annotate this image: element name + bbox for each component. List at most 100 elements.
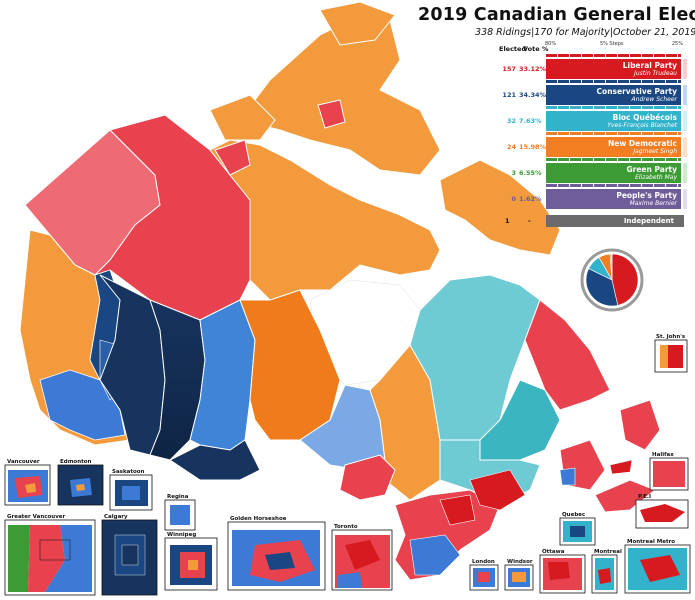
region-manitoba-south (169, 439, 261, 481)
party-bar: Liberal Party Justin Trudeau (546, 54, 687, 79)
party-bar: People's Party Maxime Bernier (546, 184, 687, 209)
region-small-island-red (214, 139, 251, 176)
party-color-swatch (683, 163, 687, 183)
inset-label-toronto: Toronto (334, 524, 358, 530)
region-so-blue (409, 534, 461, 576)
vote-ticks (546, 184, 681, 187)
region-ellesmere (319, 1, 396, 46)
inset-golden-horseshoe: Golden Horseshoe (227, 516, 326, 591)
inset-saskatoon: Saskatoon (109, 469, 153, 511)
inset-quebec: Quebec (559, 512, 596, 546)
scale-right-label: 25% (671, 41, 683, 47)
party-bar: Bloc Québécois Yves-François Blanchet (546, 106, 687, 131)
header-vote: Vote % (523, 45, 549, 53)
independent-vote: - (528, 217, 531, 225)
party-bar: New Democratic Jagmeet Singh (546, 132, 687, 157)
inset-label-saskatoon: Saskatoon (112, 469, 145, 475)
party-name: People's Party (616, 191, 677, 200)
page-subtitle: 338 Ridings|170 for Majority|October 21,… (475, 27, 695, 38)
party-seats: 121 (502, 91, 516, 99)
party-name: Bloc Québécois (612, 113, 677, 122)
inset-label-golden-horseshoe: Golden Horseshoe (230, 516, 287, 522)
region-nb-blue (559, 467, 576, 486)
party-bar: Green Party Elizabeth May (546, 158, 687, 183)
party-seats: 3 (511, 169, 516, 177)
inset-label-greater-vancouver: Greater Vancouver (7, 514, 66, 520)
inset-label-london: London (472, 559, 495, 565)
party-bar: Conservative Party Andrew Scheer (546, 80, 687, 105)
party-name: Liberal Party (622, 61, 677, 70)
party-color-swatch (683, 111, 687, 131)
region-labrador (524, 299, 611, 411)
party-leader: Maxime Bernier (629, 200, 677, 207)
pie-slice (611, 253, 639, 306)
region-nunavut (209, 139, 441, 301)
party-vote: 6.55% (519, 169, 542, 177)
region-island-red-2 (317, 99, 346, 129)
inset-label-calgary: Calgary (104, 514, 128, 520)
party-name: New Democratic (608, 139, 677, 148)
party-vote: 7.63% (519, 117, 542, 125)
independent-seats: 1 (505, 217, 510, 225)
inset-halifax: Halifax (649, 452, 689, 491)
party-color-swatch (683, 189, 687, 209)
inset-pei: P.E.I (635, 494, 689, 529)
party-leader: Jagmeet Singh (633, 148, 677, 155)
region-quebec-red (469, 469, 526, 511)
inset-london: London (469, 559, 499, 591)
inset-greater-vancouver: Greater Vancouver (4, 514, 96, 596)
page-title: 2019 Canadian General Electi (418, 5, 695, 25)
party-color-swatch (683, 137, 687, 157)
party-vote: 34.34% (519, 91, 547, 99)
inset-label-windsor: Windsor (507, 559, 533, 565)
inset-montreal-metro: Montreal Metro (624, 539, 691, 594)
inset-label-montreal: Montreal (594, 549, 622, 555)
region-quebec-north (409, 274, 541, 451)
inset-toronto: Toronto (331, 524, 393, 591)
region-ontario-red (339, 454, 396, 501)
inset-montreal: Montreal (591, 549, 622, 594)
party-leader: Justin Trudeau (634, 70, 677, 77)
inset-ottawa: Ottawa (539, 549, 586, 594)
scale-mid-label: 5% Steps (600, 41, 624, 47)
region-victoria-island (209, 94, 276, 141)
region-so-red2 (439, 494, 476, 526)
inset-label-pei: P.E.I (638, 494, 651, 500)
party-name: Conservative Party (596, 87, 677, 96)
vote-ticks (546, 132, 681, 135)
pie-slice (585, 268, 619, 307)
party-vote: 33.12% (519, 65, 547, 73)
inset-calgary: Calgary (101, 514, 158, 596)
inset-label-halifax: Halifax (652, 452, 674, 458)
party-color-swatch (683, 59, 687, 79)
vote-ticks (546, 54, 681, 57)
header-elected: Elected (499, 45, 527, 53)
region-pei (609, 459, 633, 475)
inset-winnipeg: Winnipeg (164, 532, 218, 591)
scale-left-label: 80% (545, 41, 557, 47)
party-seats: 32 (506, 117, 516, 125)
region-baffin-island (439, 159, 561, 256)
inset-vancouver: Vancouver (4, 459, 51, 506)
party-vote: 15.98% (519, 143, 547, 151)
inset-edmonton: Edmonton (57, 459, 104, 506)
vote-ticks (546, 80, 681, 83)
party-leader: Andrew Scheer (631, 96, 677, 103)
independent-bar: Independent (546, 215, 684, 227)
vote-ticks (546, 106, 681, 109)
party-seats: 24 (506, 143, 516, 151)
party-leader: Elizabeth May (635, 174, 677, 181)
party-seats: 157 (502, 65, 516, 73)
inset-label-montreal-metro: Montreal Metro (627, 539, 675, 545)
party-name: Green Party (626, 165, 677, 174)
inset-st-johns: St. John's (654, 334, 688, 373)
party-leader: Yves-François Blanchet (607, 122, 677, 129)
inset-label-quebec: Quebec (562, 512, 585, 518)
seat-share-pie (580, 248, 644, 312)
party-color-swatch (683, 85, 687, 105)
inset-label-edmonton: Edmonton (60, 459, 92, 465)
party-vote: 1.62% (519, 195, 542, 203)
inset-windsor: Windsor (504, 559, 534, 591)
inset-label-vancouver: Vancouver (7, 459, 40, 465)
